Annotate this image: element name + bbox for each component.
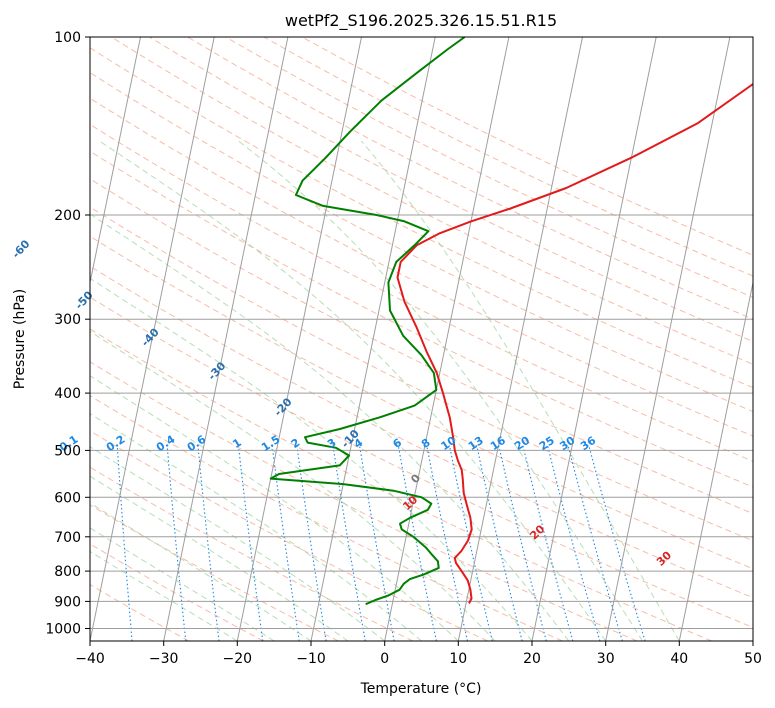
isotherm-line — [605, 37, 731, 641]
isotherm-line — [0, 37, 67, 641]
y-tick-label: 800 — [54, 564, 81, 580]
dry-adiabat — [90, 361, 638, 641]
dry-adiabat — [90, 296, 753, 628]
dewpoint-line — [269, 37, 466, 606]
mixing-ratio-line — [567, 445, 623, 641]
x-tick-label: 30 — [597, 651, 615, 667]
axes: −40 −30 −20 −10 0 10 20 30 40 5010020030040050060… — [45, 30, 762, 667]
dry-adiabat — [90, 395, 563, 641]
isotherm-line — [678, 280, 753, 641]
moist-adiabat — [90, 527, 275, 641]
dry-adiabat — [111, 37, 753, 365]
mixing-ratio-line — [237, 445, 264, 641]
moist-adiabat — [90, 213, 570, 641]
isotherm-line — [531, 37, 657, 641]
mixing-ratio-line — [358, 445, 395, 641]
plot-frame — [89, 36, 754, 642]
dry-adiabat — [187, 37, 753, 320]
x-tick-label: 50 — [744, 651, 762, 667]
mixing-ratio-line — [522, 445, 574, 641]
x-tick-label: −40 — [75, 651, 105, 667]
isotherm-label: -20 — [272, 395, 295, 419]
isotherm-label: -40 — [139, 325, 162, 349]
y-tick-label: 100 — [54, 30, 81, 46]
dry-adiabat — [90, 123, 753, 462]
isotherm-line — [457, 37, 583, 641]
mixing-ratio-line — [296, 445, 327, 641]
chart-title: wetPf2_S196.2025.326.15.51.R15 — [285, 11, 557, 31]
isotherm-line — [90, 37, 141, 286]
y-tick-label: 600 — [54, 490, 81, 506]
moist-adiabat — [238, 140, 643, 641]
mixing-ratio-line — [547, 445, 601, 641]
dry-adiabat — [90, 206, 753, 542]
mixing-ratio-line — [426, 445, 469, 641]
mixing-ratio-label: 0.6 — [185, 433, 209, 455]
dry-adiabat — [90, 430, 488, 641]
y-tick-label: 1000 — [45, 622, 81, 638]
moist-adiabat — [90, 475, 349, 641]
x-tick-label: −10 — [296, 651, 326, 667]
mixing-ratio-line — [197, 445, 220, 641]
dry-adiabat — [90, 504, 339, 641]
x-axis-title: Temperature (°C) — [360, 681, 482, 697]
x-tick-label: 10 — [449, 651, 467, 667]
dry-adiabat — [90, 265, 753, 599]
dry-adiabat — [90, 543, 264, 641]
isotherm-line — [310, 37, 436, 641]
mixing-ratio-line — [332, 445, 366, 641]
y-tick-label: 300 — [54, 312, 81, 328]
x-tick-label: 0 — [380, 651, 389, 667]
moist-adiabat — [90, 550, 238, 641]
isotherm-line — [236, 37, 362, 641]
y-tick-label: 900 — [54, 594, 81, 610]
background-lines — [90, 37, 753, 641]
annotations: 0.10.20.40.611.52346810131620253036-100-… — [10, 237, 675, 569]
dry-adiabat — [90, 150, 753, 488]
temperature-line — [396, 82, 753, 604]
dry-adiabat — [90, 466, 414, 641]
isotherm-line — [90, 37, 215, 641]
dry-adiabat — [90, 584, 190, 641]
isotherm-line — [163, 37, 289, 641]
isotherm-line — [384, 37, 510, 641]
isotherm-label: -60 — [10, 237, 33, 261]
mixing-ratio-line — [498, 445, 547, 641]
y-axis-title: Pressure (hPa) — [12, 289, 28, 389]
dry-adiabat — [90, 235, 753, 570]
isotherm-line — [752, 638, 753, 641]
grid-lines — [0, 37, 753, 641]
y-tick-label: 200 — [54, 208, 81, 224]
dry-adiabat — [90, 178, 753, 515]
moist-adiabat — [361, 140, 680, 641]
dry-adiabat — [225, 37, 753, 298]
dry-adiabat-label: 30 — [654, 549, 674, 569]
y-tick-label: 500 — [54, 443, 81, 459]
series-lines — [269, 37, 753, 606]
y-tick-label: 400 — [54, 386, 81, 402]
dry-adiabat — [90, 47, 753, 389]
isotherm-label: 0 — [408, 471, 423, 486]
mixing-ratio-line — [588, 445, 646, 641]
dry-adiabat-label: 20 — [527, 522, 547, 542]
mixing-ratio-line — [476, 445, 523, 641]
moist-adiabat — [90, 502, 312, 641]
x-tick-label: −30 — [149, 651, 179, 667]
y-tick-label: 700 — [54, 530, 81, 546]
isotherm-label: -50 — [73, 288, 96, 312]
dry-adiabat — [90, 328, 712, 641]
mixing-ratio-line — [448, 445, 493, 641]
mixing-ratio-line — [271, 445, 300, 641]
isotherm-label: -30 — [205, 359, 228, 383]
x-tick-label: 40 — [670, 651, 688, 667]
x-tick-label: 20 — [523, 651, 541, 667]
mixing-ratio-label: 1 — [230, 436, 244, 451]
mixing-ratio-line — [397, 445, 437, 641]
dry-adiabat — [90, 97, 753, 437]
x-tick-label: −20 — [223, 651, 253, 667]
mixing-ratio-line — [166, 445, 187, 641]
